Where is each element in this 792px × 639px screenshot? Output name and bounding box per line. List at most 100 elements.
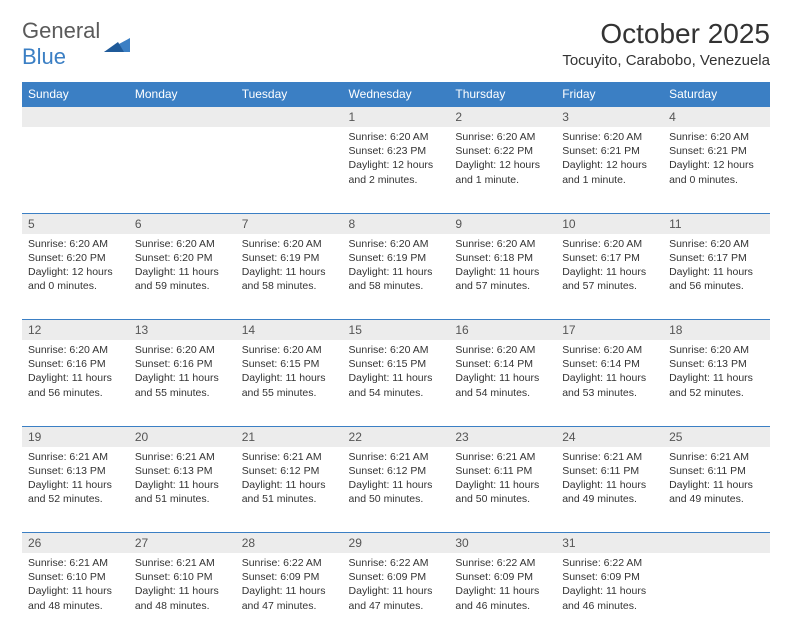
location-label: Tocuyito, Carabobo, Venezuela [562,52,770,69]
day-cell: Sunrise: 6:20 AMSunset: 6:21 PMDaylight:… [663,127,770,213]
day-number: 20 [129,427,236,447]
daynum-cell: 31 [556,533,663,554]
daynum-cell [22,107,129,128]
sunset-line: Sunset: 6:10 PM [28,570,123,584]
day-cell-body: Sunrise: 6:20 AMSunset: 6:15 PMDaylight:… [236,340,343,406]
day-cell: Sunrise: 6:21 AMSunset: 6:10 PMDaylight:… [129,553,236,639]
day-header: Sunday [22,82,129,107]
daylight-line: Daylight: 11 hours and 51 minutes. [135,478,230,506]
day-cell: Sunrise: 6:20 AMSunset: 6:19 PMDaylight:… [343,234,450,320]
sunset-line: Sunset: 6:09 PM [455,570,550,584]
sunset-line: Sunset: 6:13 PM [669,357,764,371]
sunset-line: Sunset: 6:12 PM [349,464,444,478]
sunrise-line: Sunrise: 6:21 AM [28,556,123,570]
daynum-row: 567891011 [22,213,770,234]
day-number: 15 [343,320,450,340]
sunrise-line: Sunrise: 6:21 AM [135,450,230,464]
day-cell-body: Sunrise: 6:20 AMSunset: 6:23 PMDaylight:… [343,127,450,193]
daylight-line: Daylight: 11 hours and 49 minutes. [669,478,764,506]
day-number [22,107,129,113]
sunset-line: Sunset: 6:12 PM [242,464,337,478]
day-cell: Sunrise: 6:20 AMSunset: 6:21 PMDaylight:… [556,127,663,213]
week-row: Sunrise: 6:20 AMSunset: 6:20 PMDaylight:… [22,234,770,320]
sunset-line: Sunset: 6:09 PM [349,570,444,584]
day-number: 9 [449,214,556,234]
day-cell: Sunrise: 6:20 AMSunset: 6:15 PMDaylight:… [236,340,343,426]
day-cell: Sunrise: 6:21 AMSunset: 6:13 PMDaylight:… [22,447,129,533]
day-cell: Sunrise: 6:21 AMSunset: 6:10 PMDaylight:… [22,553,129,639]
day-cell: Sunrise: 6:21 AMSunset: 6:11 PMDaylight:… [663,447,770,533]
day-cell-body: Sunrise: 6:20 AMSunset: 6:21 PMDaylight:… [556,127,663,193]
daynum-row: 262728293031 [22,533,770,554]
day-number: 21 [236,427,343,447]
sunrise-line: Sunrise: 6:20 AM [28,343,123,357]
day-cell-body: Sunrise: 6:20 AMSunset: 6:17 PMDaylight:… [663,234,770,300]
day-number: 18 [663,320,770,340]
sunset-line: Sunset: 6:13 PM [135,464,230,478]
day-number: 19 [22,427,129,447]
day-cell: Sunrise: 6:22 AMSunset: 6:09 PMDaylight:… [449,553,556,639]
sunset-line: Sunset: 6:11 PM [562,464,657,478]
day-cell-body [663,553,770,562]
daylight-line: Daylight: 11 hours and 49 minutes. [562,478,657,506]
daynum-cell: 14 [236,320,343,341]
day-header: Tuesday [236,82,343,107]
daylight-line: Daylight: 11 hours and 54 minutes. [455,371,550,399]
day-number: 23 [449,427,556,447]
day-number: 30 [449,533,556,553]
day-header: Friday [556,82,663,107]
page-header: General Blue October 2025 Tocuyito, Cara… [22,18,770,70]
day-cell: Sunrise: 6:22 AMSunset: 6:09 PMDaylight:… [556,553,663,639]
sunset-line: Sunset: 6:10 PM [135,570,230,584]
daylight-line: Daylight: 11 hours and 53 minutes. [562,371,657,399]
day-cell-body: Sunrise: 6:21 AMSunset: 6:13 PMDaylight:… [129,447,236,513]
day-cell: Sunrise: 6:21 AMSunset: 6:12 PMDaylight:… [343,447,450,533]
day-cell: Sunrise: 6:20 AMSunset: 6:13 PMDaylight:… [663,340,770,426]
daylight-line: Daylight: 11 hours and 52 minutes. [669,371,764,399]
day-number: 17 [556,320,663,340]
sunset-line: Sunset: 6:17 PM [669,251,764,265]
sunset-line: Sunset: 6:22 PM [455,144,550,158]
day-cell: Sunrise: 6:21 AMSunset: 6:12 PMDaylight:… [236,447,343,533]
daynum-cell: 16 [449,320,556,341]
daylight-line: Daylight: 12 hours and 2 minutes. [349,158,444,186]
sunrise-line: Sunrise: 6:21 AM [135,556,230,570]
brand-triangle-icon [104,36,130,52]
sunrise-line: Sunrise: 6:20 AM [135,343,230,357]
daylight-line: Daylight: 11 hours and 52 minutes. [28,478,123,506]
daynum-cell [129,107,236,128]
sunset-line: Sunset: 6:11 PM [669,464,764,478]
daynum-cell [236,107,343,128]
day-cell-body: Sunrise: 6:22 AMSunset: 6:09 PMDaylight:… [449,553,556,619]
sunset-line: Sunset: 6:23 PM [349,144,444,158]
daynum-cell: 23 [449,426,556,447]
daylight-line: Daylight: 11 hours and 48 minutes. [28,584,123,612]
day-cell-body: Sunrise: 6:20 AMSunset: 6:20 PMDaylight:… [129,234,236,300]
daynum-cell: 2 [449,107,556,128]
day-cell-body: Sunrise: 6:21 AMSunset: 6:10 PMDaylight:… [22,553,129,619]
daynum-row: 19202122232425 [22,426,770,447]
sunrise-line: Sunrise: 6:22 AM [242,556,337,570]
sunset-line: Sunset: 6:13 PM [28,464,123,478]
sunrise-line: Sunrise: 6:21 AM [562,450,657,464]
sunset-line: Sunset: 6:09 PM [562,570,657,584]
month-title: October 2025 [562,18,770,50]
day-number [129,107,236,113]
daylight-line: Daylight: 11 hours and 54 minutes. [349,371,444,399]
day-cell: Sunrise: 6:20 AMSunset: 6:16 PMDaylight:… [129,340,236,426]
daynum-cell: 25 [663,426,770,447]
daynum-row: 1234 [22,107,770,128]
day-cell-body: Sunrise: 6:20 AMSunset: 6:17 PMDaylight:… [556,234,663,300]
daylight-line: Daylight: 11 hours and 57 minutes. [455,265,550,293]
day-cell: Sunrise: 6:20 AMSunset: 6:17 PMDaylight:… [556,234,663,320]
week-row: Sunrise: 6:20 AMSunset: 6:23 PMDaylight:… [22,127,770,213]
day-cell-body: Sunrise: 6:20 AMSunset: 6:16 PMDaylight:… [129,340,236,406]
week-row: Sunrise: 6:21 AMSunset: 6:10 PMDaylight:… [22,553,770,639]
daynum-cell: 7 [236,213,343,234]
day-cell-body: Sunrise: 6:22 AMSunset: 6:09 PMDaylight:… [236,553,343,619]
daynum-cell: 5 [22,213,129,234]
day-number: 22 [343,427,450,447]
day-cell-body [236,127,343,136]
calendar-table: Sunday Monday Tuesday Wednesday Thursday… [22,82,770,639]
day-number [663,533,770,539]
